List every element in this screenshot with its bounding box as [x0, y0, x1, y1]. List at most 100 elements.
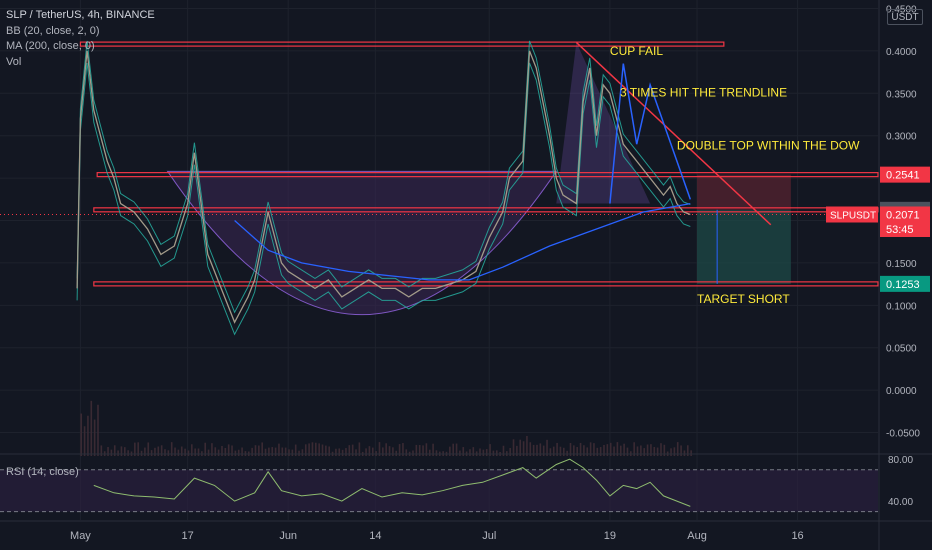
rsi-pane: [0, 458, 878, 513]
volume-bar: [117, 450, 119, 456]
price-label: 53:45: [886, 224, 914, 236]
volume-bar: [254, 445, 257, 456]
volume-bar: [619, 445, 622, 456]
volume-bar: [227, 444, 230, 456]
volume-bar: [217, 449, 220, 456]
volume-bar: [341, 449, 344, 456]
volume-bar: [315, 442, 317, 456]
volume-bar: [80, 413, 83, 456]
moving-average-line: [234, 202, 691, 281]
volume-bar: [355, 449, 357, 456]
volume-bar: [562, 447, 565, 456]
volume-bar: [258, 445, 260, 456]
rsi-tick-label: 80.00: [888, 455, 913, 466]
rsi-indicator-label[interactable]: RSI (14, close): [6, 466, 79, 478]
price-label-box: [880, 166, 930, 183]
stop-zone: [697, 174, 791, 210]
symbol-tag: SLPUSDT: [830, 210, 876, 221]
volume-bar: [237, 449, 240, 456]
volume-bar: [640, 445, 642, 456]
volume-bar: [147, 442, 150, 456]
volume-bar: [626, 447, 629, 456]
volume-bar: [234, 450, 237, 456]
volume-bar: [351, 444, 354, 456]
volume-bar: [187, 450, 190, 456]
volume-bar: [261, 442, 263, 456]
volume-bar: [211, 443, 213, 456]
volume-bar: [482, 449, 485, 456]
volume-bar: [646, 444, 649, 456]
annotations: CUP FAIL 3 TIMES HIT THE TRENDLINE DOUBLE …: [610, 44, 860, 306]
price-tick-label: 0.3000: [886, 132, 917, 143]
volume-bar: [177, 449, 180, 456]
volume-bar: [157, 446, 160, 456]
volume-bar: [194, 448, 196, 456]
volume-bar: [539, 443, 542, 456]
volume-bar: [532, 444, 535, 456]
time-tick-label: 14: [369, 530, 381, 542]
volume-bar: [686, 445, 689, 456]
volume-bar: [385, 443, 387, 456]
volume-bar: [583, 445, 585, 456]
volume-bar: [338, 448, 341, 456]
time-tick-label: Jul: [482, 530, 496, 542]
volume-bar: [566, 450, 568, 456]
volume-bar: [137, 442, 139, 456]
volume-bar: [311, 442, 314, 456]
volume-bar: [100, 445, 103, 456]
volume-bar: [345, 448, 347, 456]
symbol-title[interactable]: SLP / TetherUS, 4h, BINANCE: [6, 9, 155, 21]
volume-bar: [469, 449, 471, 456]
volume-bar: [522, 441, 525, 456]
support-resistance-level: [93, 281, 879, 287]
volume-indicator-label[interactable]: Vol: [6, 55, 22, 68]
volume-bar: [573, 445, 575, 456]
volume-bar: [170, 442, 173, 456]
volume-bar: [623, 443, 625, 456]
volume-bar: [512, 439, 515, 456]
time-tick-label: Aug: [687, 530, 707, 542]
volume-bar: [673, 447, 676, 456]
volume-bar: [683, 450, 686, 456]
volume-bar: [204, 442, 207, 456]
volume-bar: [83, 426, 86, 456]
price-tick-label: 0.0000: [886, 386, 917, 397]
volume-bar: [120, 446, 123, 456]
volume-bar: [358, 442, 361, 456]
time-tick-label: 19: [604, 530, 616, 542]
price-tick-label: -0.0500: [886, 429, 920, 440]
volume-bar: [224, 447, 227, 456]
volume-bar: [268, 447, 270, 456]
volume-bar: [191, 444, 193, 456]
price-tick-label: 0.1500: [886, 259, 917, 270]
volume-bar: [428, 449, 431, 456]
bb-indicator-label[interactable]: BB (20, close, 2, 0): [6, 24, 100, 37]
rsi-line: [93, 458, 691, 507]
volume-bar: [549, 448, 552, 456]
volume-bar: [110, 449, 113, 456]
volume-bar: [690, 450, 692, 456]
volume-bar: [425, 443, 428, 456]
volume-bar: [318, 443, 320, 456]
support-resistance-level: [79, 41, 725, 47]
volume-bar: [127, 450, 129, 456]
volume-bar: [599, 447, 602, 456]
volume-bar: [284, 447, 287, 456]
volume-bar: [415, 444, 418, 456]
volume-bar: [479, 448, 481, 456]
volume-bar: [609, 442, 612, 456]
volume-bar: [452, 443, 455, 456]
volume-bar: [412, 450, 414, 456]
time-tick-label: 16: [791, 530, 803, 542]
volume-bar: [556, 442, 558, 456]
price-tick-label: 0.1000: [886, 301, 917, 312]
ma-indicator-label[interactable]: MA (200, close, 0): [6, 40, 95, 52]
volume-bar: [653, 446, 656, 456]
volume-bar: [559, 446, 562, 456]
volume-bar: [221, 445, 223, 456]
volume-bar: [680, 445, 682, 456]
currency-button[interactable]: USDT: [887, 9, 923, 25]
volume-bar: [502, 445, 505, 456]
price-label-box: [880, 206, 930, 223]
